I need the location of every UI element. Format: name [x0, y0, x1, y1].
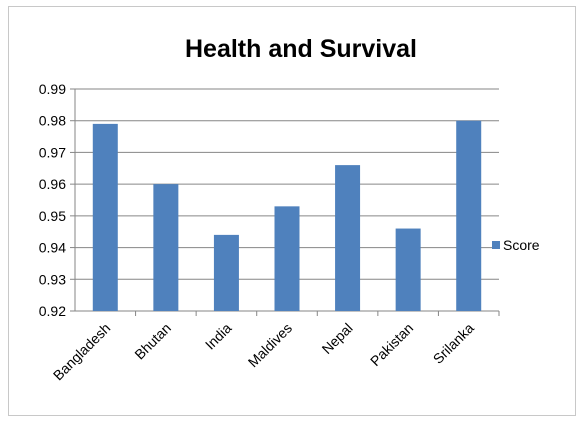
x-tick-label: Pakistan: [367, 320, 416, 369]
chart-svg: Health and Survival 0.92 0.93 0.94 0.95 0.96…: [39, 35, 540, 384]
bar-srilanka: [456, 120, 482, 311]
bar-maldives: [274, 206, 300, 311]
bars: [92, 120, 482, 311]
legend-label: Score: [503, 237, 540, 253]
y-tick-label: 0.93: [39, 271, 66, 287]
chart-title: Health and Survival: [185, 35, 417, 63]
y-tick-labels: 0.92 0.93 0.94 0.95 0.96 0.97 0.98 0.99: [39, 81, 66, 319]
bar-nepal: [335, 165, 361, 311]
y-tick-label: 0.99: [39, 81, 66, 97]
chart-frame: Health and Survival 0.92 0.93 0.94 0.95 0.96…: [8, 6, 576, 416]
bar-bangladesh: [92, 123, 118, 311]
x-tick-labels: Bangladesh Bhutan India Maldives Nepal Pakist…: [50, 320, 477, 384]
x-tick-label: India: [202, 320, 235, 353]
legend-swatch: [492, 241, 500, 249]
legend: Score: [492, 237, 540, 253]
x-tick-label: Maldives: [245, 320, 295, 370]
x-tick-label: Bhutan: [131, 320, 174, 363]
y-tick-label: 0.98: [39, 113, 66, 129]
x-tick-label: Srilanka: [430, 320, 477, 367]
bar-india: [213, 234, 239, 311]
y-tick-label: 0.95: [39, 208, 66, 224]
y-tick-label: 0.94: [39, 240, 66, 256]
y-tick-label: 0.97: [39, 144, 66, 160]
y-tick-label: 0.92: [39, 303, 66, 319]
bar-pakistan: [395, 228, 421, 311]
x-tick-label: Bangladesh: [50, 320, 114, 384]
y-tick-label: 0.96: [39, 176, 66, 192]
bar-bhutan: [153, 184, 179, 311]
x-tick-label: Nepal: [319, 320, 356, 357]
